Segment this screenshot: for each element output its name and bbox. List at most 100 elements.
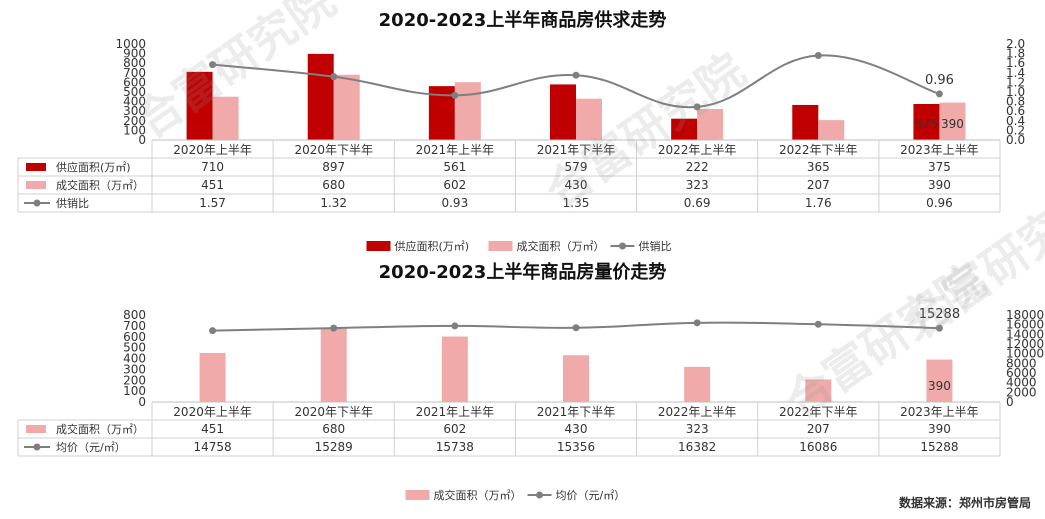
chart1-y-left-tick: 0 xyxy=(138,133,146,147)
chart1-table-cell: 1.76 xyxy=(805,196,832,210)
chart1-legend-label-3: 供销比 xyxy=(639,239,672,253)
chart1-legend-key-1 xyxy=(366,241,391,251)
chart1-table-cell: 0.93 xyxy=(441,196,468,210)
chart2-table-cell: 15356 xyxy=(557,440,595,454)
chart1-bar-1 xyxy=(913,104,940,140)
chart2-y-left-tick: 700 xyxy=(123,319,146,333)
chart1-line-point xyxy=(451,91,459,99)
chart1-table-cell: 579 xyxy=(565,160,588,174)
chart2-legend-label-1: 成交面积（万㎡） xyxy=(434,488,522,502)
chart1-bar-label-last-1: 375 xyxy=(915,117,938,131)
chart1-bar-1 xyxy=(671,118,698,140)
chart1-table-cell: 323 xyxy=(686,178,709,192)
chart1-line-label-last: 0.96 xyxy=(925,73,954,88)
chart2-table-cell: 602 xyxy=(443,422,466,436)
chart1-bar-1 xyxy=(550,84,576,140)
chart1-y-left-tick: 1000 xyxy=(115,37,146,51)
chart2-x-tick-label: 2020年下半年 xyxy=(294,405,373,419)
chart1-y-right-tick: 0.8 xyxy=(1006,95,1025,109)
chart1-title: 2020-2023上半年商品房供求走势 xyxy=(378,10,667,31)
chart2-table-key-1 xyxy=(26,425,46,433)
chart1-table-cell: 365 xyxy=(807,160,830,174)
chart2-table-cell: 16382 xyxy=(678,440,716,454)
chart1-y-left-tick: 800 xyxy=(123,56,146,70)
chart1-x-tick-label: 2022年上半年 xyxy=(658,143,737,157)
chart1-line-point xyxy=(814,52,822,60)
chart1-y-left-tick: 100 xyxy=(123,123,146,137)
chart1-table-cell: 207 xyxy=(807,178,830,192)
chart1-table-cell: 897 xyxy=(322,160,345,174)
chart1-bar-2 xyxy=(697,108,724,140)
chart2-table-cell: 323 xyxy=(686,422,709,436)
chart1-table-row-label: 成交面积（万㎡） xyxy=(56,178,144,192)
chart2-legend-key-point xyxy=(536,491,543,499)
chart2-x-tick-label: 2023年上半年 xyxy=(900,405,979,419)
chart2-table-row-label: 均价（元/㎡） xyxy=(56,441,126,454)
chart2-x-tick-label: 2021年下半年 xyxy=(537,405,616,419)
chart2-line-point xyxy=(209,327,217,335)
chart2-table-cell: 15738 xyxy=(436,440,474,454)
chart2-table-key-point xyxy=(33,443,41,451)
chart2-x-tick-label: 2022年上半年 xyxy=(658,405,737,419)
chart1-line-point xyxy=(693,103,701,111)
chart1-y-right-tick: 1.6 xyxy=(1006,56,1025,70)
chart1-x-tick-label: 2020年下半年 xyxy=(294,143,373,157)
chart2-line-point xyxy=(330,324,338,332)
chart1-line-point xyxy=(209,61,217,69)
chart2-y-left-tick: 300 xyxy=(123,362,146,376)
chart1-line-point xyxy=(935,90,943,98)
chart2-y-right-tick: 18000 xyxy=(1006,308,1044,322)
chart1-table-cell: 0.96 xyxy=(926,196,953,210)
chart2-bar-label-last-1: 390 xyxy=(928,379,951,393)
chart2-y-right-tick: 0 xyxy=(1006,395,1014,409)
chart2-bar-1 xyxy=(199,352,226,402)
data-source-note: 数据来源：郑州市房管局 xyxy=(898,496,1031,510)
chart2-y-right-tick: 4000 xyxy=(1006,376,1037,390)
chart1-x-tick-label: 2023年上半年 xyxy=(900,143,979,157)
chart2-y-left-tick: 400 xyxy=(123,352,146,366)
chart1-y-right-tick: 1.2 xyxy=(1006,75,1025,89)
chart1-y-left-tick: 900 xyxy=(123,47,146,61)
chart1-y-right-tick: 0.4 xyxy=(1006,114,1025,128)
chart1-table-cell: 1.57 xyxy=(199,196,226,210)
chart1-legend-key-point xyxy=(619,242,626,250)
chart2-y-right-tick: 12000 xyxy=(1006,337,1044,351)
chart2-line-point xyxy=(935,324,943,332)
chart2-y-right-tick: 2000 xyxy=(1006,385,1037,399)
chart1-x-tick-label: 2022年下半年 xyxy=(779,143,858,157)
chart2-y-left-tick: 200 xyxy=(123,373,146,387)
chart1-line-point xyxy=(572,71,580,79)
chart1-x-tick-label: 2021年下半年 xyxy=(537,143,616,157)
chart1-y-left-tick: 200 xyxy=(123,114,146,128)
chart2-legend-key-1 xyxy=(405,490,430,500)
chart1-bar-2 xyxy=(939,102,966,140)
chart2-x-tick-label: 2022年下半年 xyxy=(779,405,858,419)
chart1-table-cell: 451 xyxy=(201,178,224,192)
chart1-bar-2 xyxy=(818,120,845,140)
chart2-bar-1 xyxy=(563,355,589,402)
chart1-table-cell: 0.69 xyxy=(684,196,711,210)
chart1-bar-1 xyxy=(186,71,213,140)
chart1-table-key-point xyxy=(33,199,41,207)
chart2-bar-1 xyxy=(805,379,832,402)
chart2-x-tick-label: 2020年上半年 xyxy=(173,405,252,419)
chart1-legend-label-2: 成交面积（万㎡） xyxy=(517,239,605,253)
chart2-y-left-tick: 500 xyxy=(123,341,146,355)
chart1-table-cell: 430 xyxy=(565,178,588,192)
chart2-table-row-label: 成交面积（万㎡） xyxy=(56,422,144,436)
chart2-table-cell: 15288 xyxy=(920,440,958,454)
chart1-table-cell: 1.35 xyxy=(563,196,590,210)
chart2-bar-1 xyxy=(320,328,347,402)
chart2-table-cell: 207 xyxy=(807,422,830,436)
chart2-bar-1 xyxy=(441,336,468,402)
chart2-bar-1 xyxy=(684,366,711,402)
chart2-table-cell: 680 xyxy=(322,422,345,436)
chart1-table-row-label: 供销比 xyxy=(56,196,89,210)
chart1-table-key-2 xyxy=(26,181,46,189)
chart1-bar-1 xyxy=(792,104,819,140)
chart2-y-right-tick: 6000 xyxy=(1006,366,1037,380)
chart1-table-cell: 375 xyxy=(928,160,951,174)
chart1-y-left-tick: 400 xyxy=(123,95,146,109)
chart1-y-right-tick: 0.0 xyxy=(1006,133,1025,147)
